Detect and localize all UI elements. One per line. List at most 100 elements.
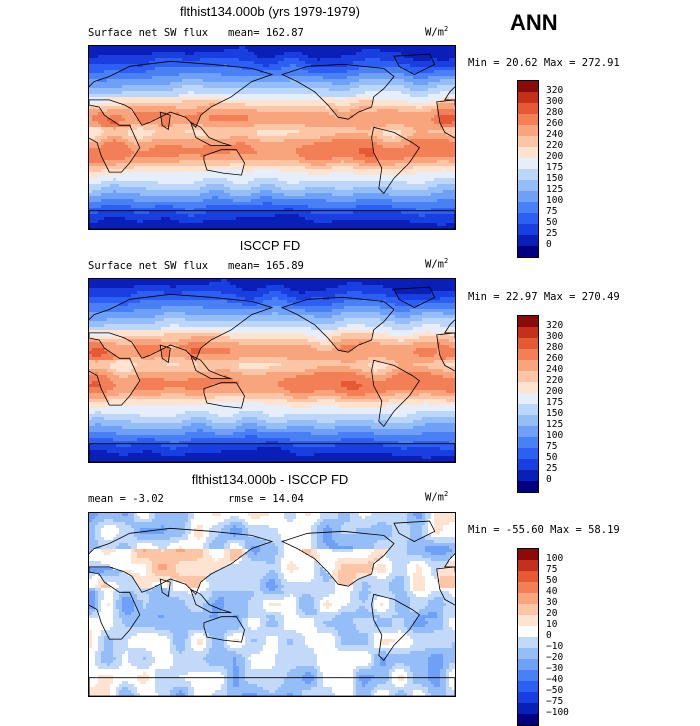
field-cell: [383, 127, 387, 131]
field-cell: [452, 145, 455, 149]
field-cell: [293, 55, 297, 59]
field-cell: [182, 142, 186, 146]
field-cell: [425, 103, 429, 107]
field-cell: [158, 154, 162, 158]
field-cell: [437, 127, 441, 131]
field-cell: [311, 82, 315, 86]
field-cell: [143, 85, 147, 89]
field-cell: [269, 91, 273, 95]
field-cell: [245, 109, 249, 113]
field-cell: [161, 145, 165, 149]
field-cell: [338, 109, 342, 113]
field-cell: [152, 82, 156, 86]
field-cell: [344, 106, 348, 110]
field-cell: [335, 46, 339, 50]
field-cell: [248, 139, 252, 143]
field-cell: [89, 82, 93, 86]
field-cell: [302, 127, 306, 131]
field-cell: [416, 118, 420, 122]
field-cell: [89, 109, 93, 113]
field-cell: [263, 94, 267, 98]
field-cell: [449, 127, 453, 131]
field-cell: [125, 64, 129, 68]
field-cell: [230, 130, 234, 134]
field-cell: [218, 79, 222, 83]
field-cell: [338, 112, 342, 116]
field-cell: [347, 85, 351, 89]
field-cell: [329, 103, 333, 107]
field-cell: [347, 58, 351, 62]
field-cell: [368, 112, 372, 116]
field-cell: [335, 115, 339, 119]
field-cell: [383, 154, 387, 158]
field-cell: [206, 163, 210, 167]
field-cell: [92, 157, 96, 161]
field-cell: [299, 88, 303, 92]
field-cell: [143, 112, 147, 116]
field-cell: [368, 49, 372, 53]
field-cell: [302, 151, 306, 155]
field-cell: [203, 55, 207, 59]
field-cell: [251, 148, 255, 152]
field-cell: [137, 163, 141, 167]
field-cell: [122, 82, 126, 86]
field-cell: [359, 73, 363, 77]
field-cell: [227, 145, 231, 149]
field-cell: [251, 160, 255, 164]
field-cell: [272, 64, 276, 68]
panel-1-map: [88, 45, 456, 230]
field-cell: [314, 136, 318, 140]
field-cell: [128, 112, 132, 116]
field-cell: [380, 112, 384, 116]
field-cell: [299, 52, 303, 56]
field-cell: [281, 115, 285, 119]
field-cell: [125, 121, 129, 125]
field-cell: [320, 61, 324, 65]
field-cell: [413, 49, 417, 53]
field-cell: [242, 118, 246, 122]
field-cell: [392, 58, 396, 62]
field-cell: [164, 61, 168, 65]
field-cell: [263, 154, 267, 158]
field-cell: [98, 115, 102, 119]
field-cell: [146, 145, 150, 149]
field-cell: [137, 52, 141, 56]
field-cell: [227, 109, 231, 113]
field-cell: [353, 85, 357, 89]
field-cell: [221, 154, 225, 158]
field-cell: [302, 82, 306, 86]
field-cell: [353, 58, 357, 62]
field-cell: [431, 130, 435, 134]
field-cell: [185, 115, 189, 119]
field-cell: [329, 163, 333, 167]
field-cell: [110, 103, 114, 107]
field-cell: [125, 103, 129, 107]
field-cell: [227, 79, 231, 83]
field-cell: [302, 118, 306, 122]
field-cell: [341, 79, 345, 83]
field-cell: [215, 160, 219, 164]
field-cell: [410, 91, 414, 95]
field-cell: [356, 103, 360, 107]
field-cell: [110, 97, 114, 101]
field-cell: [182, 100, 186, 104]
field-cell: [431, 97, 435, 101]
field-cell: [125, 166, 129, 170]
field-cell: [242, 52, 246, 56]
field-cell: [320, 166, 324, 170]
field-cell: [131, 94, 135, 98]
field-cell: [434, 64, 438, 68]
field-cell: [404, 73, 408, 77]
field-cell: [380, 82, 384, 86]
field-cell: [392, 79, 396, 83]
field-cell: [398, 157, 402, 161]
field-cell: [326, 94, 330, 98]
field-cell: [152, 163, 156, 167]
field-cell: [284, 46, 288, 50]
field-cell: [386, 115, 390, 119]
field-cell: [110, 130, 114, 134]
field-cell: [434, 58, 438, 62]
field-cell: [392, 64, 396, 68]
field-cell: [188, 151, 192, 155]
field-cell: [128, 151, 132, 155]
